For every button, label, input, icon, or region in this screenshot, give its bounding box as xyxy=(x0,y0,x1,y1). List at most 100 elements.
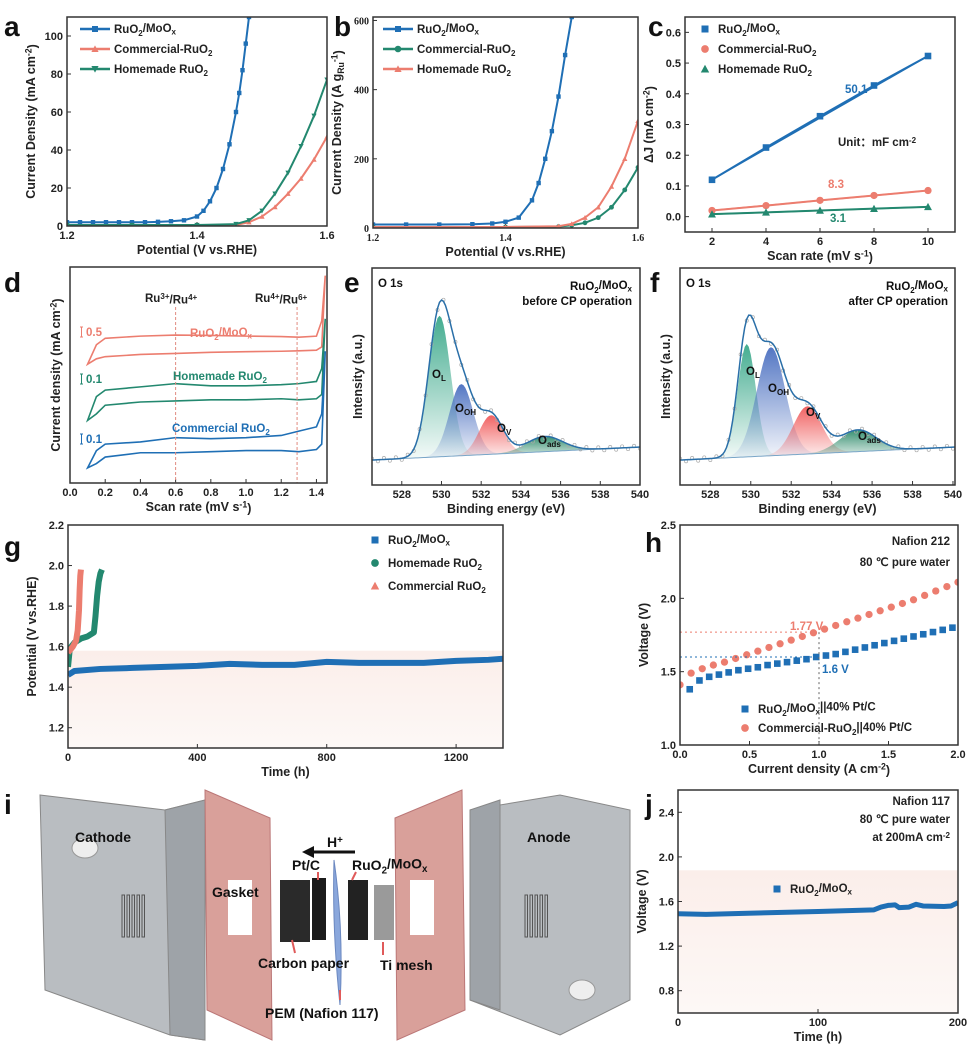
component-label: OOH​ xyxy=(768,383,789,397)
x-tick-label: 2 xyxy=(709,236,715,248)
legend-label: Commercial-RuO2​ xyxy=(417,44,516,58)
flow-channel xyxy=(136,894,140,938)
data-point xyxy=(168,219,174,224)
data-point xyxy=(259,208,265,214)
plot-area xyxy=(372,297,640,464)
x-tick-label: 0.2 xyxy=(98,487,113,499)
legend-label: Homemade RuO2​ xyxy=(417,64,511,78)
data-point xyxy=(793,657,801,664)
x-tick-label: 530 xyxy=(432,489,450,501)
panel-letter: b xyxy=(334,11,351,42)
legend-label: Commercial RuO2​ xyxy=(388,581,486,595)
data-point xyxy=(582,220,588,226)
condition-note: at 200mA cm-2​ xyxy=(872,831,950,844)
data-point xyxy=(516,215,521,220)
x-axis-label: Current density (A cm-2) xyxy=(748,762,890,778)
data-point xyxy=(556,94,561,99)
x-tick-label: 534 xyxy=(822,489,841,501)
data-point xyxy=(569,221,575,227)
component-peak xyxy=(680,406,955,461)
data-point xyxy=(595,204,601,210)
panel-f: 528 530 532 534 536 538 540 Binding energy (eV)… xyxy=(650,267,962,516)
legend-marker xyxy=(701,45,709,53)
y-tick-label: 0.4 xyxy=(666,89,682,101)
data-point xyxy=(129,222,135,226)
legend-marker xyxy=(91,66,99,73)
data-point xyxy=(870,204,878,212)
plot-frame xyxy=(67,524,504,749)
anode-plate-edge xyxy=(469,799,501,1011)
panel-g: 0 400 800 1200 1.2 1.4 1.6 1.8 2.0 2.2 Time (h) Pot… xyxy=(4,520,504,779)
scale-bar xyxy=(80,373,83,385)
x-tick-label: 1.2 xyxy=(59,230,74,242)
y-tick-label: 400 xyxy=(354,86,369,97)
component-label: OL​ xyxy=(746,366,760,380)
component-peak xyxy=(372,415,640,461)
y-tick-label: 1.4 xyxy=(49,682,65,694)
data-point xyxy=(562,52,568,58)
x-tick-label: 6 xyxy=(817,236,823,248)
x-tick-label: 1.6 xyxy=(632,233,645,244)
data-point xyxy=(943,582,951,591)
flow-channel xyxy=(529,894,533,938)
legend-label: RuO2/MoOx​ xyxy=(790,883,853,898)
plot-area xyxy=(680,578,958,693)
x-tick-label: 528 xyxy=(701,489,719,501)
legend-label: Homemade RuO2​ xyxy=(718,64,812,78)
plot-frame xyxy=(372,16,639,229)
x-tick-label: 530 xyxy=(742,489,760,501)
data-point xyxy=(887,603,895,611)
data-point xyxy=(743,651,751,659)
proton-label: H+​ xyxy=(327,834,343,850)
data-point xyxy=(67,220,70,225)
data-point xyxy=(214,185,219,191)
gasket-window xyxy=(410,880,434,935)
carbon-paper-label: Carbon paper xyxy=(258,955,350,971)
legend-label: Homemade RuO2​ xyxy=(388,558,482,572)
data-point xyxy=(259,213,265,219)
x-axis-label: Potential (V vs.RHE) xyxy=(137,243,257,257)
y-axis-label: Current Density (mA cm-2) xyxy=(24,44,40,199)
data-point xyxy=(822,652,830,659)
component-label: OV​ xyxy=(497,423,512,437)
data-point xyxy=(851,646,859,653)
component-label: OV​ xyxy=(806,407,821,421)
data-point xyxy=(843,618,851,626)
panel-b: 1.2 1.4 1.6 0 200 400 600 Potential (V vs.RHE) C… xyxy=(330,11,645,259)
data-point xyxy=(246,218,252,223)
y-tick-label: 200 xyxy=(354,155,369,166)
anode-catalyst-label: RuO2/MoOx​ xyxy=(352,856,428,877)
legend-marker xyxy=(92,26,98,32)
red-pointer xyxy=(291,939,296,954)
x-tick-label: 0.4 xyxy=(133,487,149,499)
x-tick-label: 540 xyxy=(944,489,962,501)
data-point xyxy=(954,578,958,586)
x-tick-label: 2.0 xyxy=(950,749,965,761)
condition-note: 80 ℃ pure water xyxy=(860,813,951,826)
series-line xyxy=(67,136,327,226)
x-axis-label: Binding energy (eV) xyxy=(447,502,565,516)
y-tick-label: 0.2 xyxy=(666,150,681,162)
peak-label: Ru3+/Ru4+​ xyxy=(145,292,198,307)
data-point xyxy=(233,109,239,115)
envelope-fit xyxy=(680,314,955,461)
x-tick-label: 0.8 xyxy=(203,487,218,499)
data-point xyxy=(921,591,929,600)
data-point xyxy=(142,220,148,225)
condition-note: 80 ℃ pure water xyxy=(860,556,951,569)
x-tick-label: 400 xyxy=(188,752,206,764)
x-tick-label: 100 xyxy=(809,1017,827,1029)
data-point xyxy=(490,221,495,226)
reference-label: 1.6 V xyxy=(822,664,849,676)
panel-i-electrolyzer-schematic: i Cathode Gasket Pt/C H+​ RuO2/MoOx​ Anode Carb… xyxy=(4,789,631,1041)
panel-letter: i xyxy=(4,789,12,820)
y-axis-label: Intensity (a.u.) xyxy=(659,334,673,419)
condition-label: before CP operation xyxy=(522,296,632,308)
y-tick-label: 0.6 xyxy=(666,27,681,39)
legend-marker xyxy=(394,45,402,53)
gasket-window xyxy=(228,880,252,935)
plot-area xyxy=(68,568,503,678)
cv-curve xyxy=(85,318,327,423)
data-point xyxy=(832,621,840,630)
gasket-label: Gasket xyxy=(212,884,259,900)
